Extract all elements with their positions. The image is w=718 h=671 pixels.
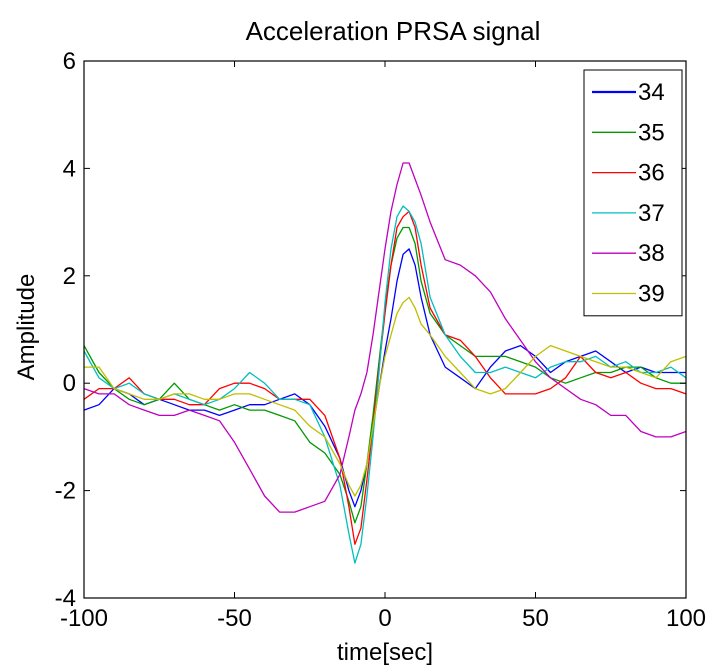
x-tick-label: 100	[666, 605, 706, 632]
legend-box	[583, 69, 683, 317]
y-tick-label: -4	[55, 585, 76, 612]
y-tick-label: 6	[63, 48, 76, 75]
series-line-37	[83, 205, 687, 564]
x-tick-label: -50	[217, 605, 252, 632]
y-tick-label: 4	[63, 155, 76, 182]
legend-label-35: 35	[638, 119, 665, 146]
y-axis-label: Amplitude	[13, 274, 40, 381]
axes: -100 -50 0 50 100 -4 -2 0 2 4 6	[55, 48, 706, 632]
legend-label-36: 36	[638, 160, 665, 187]
x-tick-label: 50	[522, 605, 549, 632]
chart-title: Acceleration PRSA signal	[246, 16, 541, 46]
legend-label-38: 38	[638, 240, 665, 267]
series-line-38	[83, 162, 687, 513]
x-axis-label: time[sec]	[337, 639, 433, 666]
series-layer	[83, 162, 687, 564]
legend-label-34: 34	[638, 79, 665, 106]
x-tick-label: -100	[60, 605, 108, 632]
y-tick-label: -2	[55, 478, 76, 505]
series-line-39	[84, 296, 687, 497]
y-tick-label: 2	[63, 263, 76, 290]
legend: 34 35 36 37 38 39	[583, 69, 683, 317]
x-tick-label: 0	[378, 605, 391, 632]
legend-label-37: 37	[638, 200, 665, 227]
legend-label-39: 39	[638, 281, 665, 308]
y-tick-label: 0	[63, 370, 76, 397]
